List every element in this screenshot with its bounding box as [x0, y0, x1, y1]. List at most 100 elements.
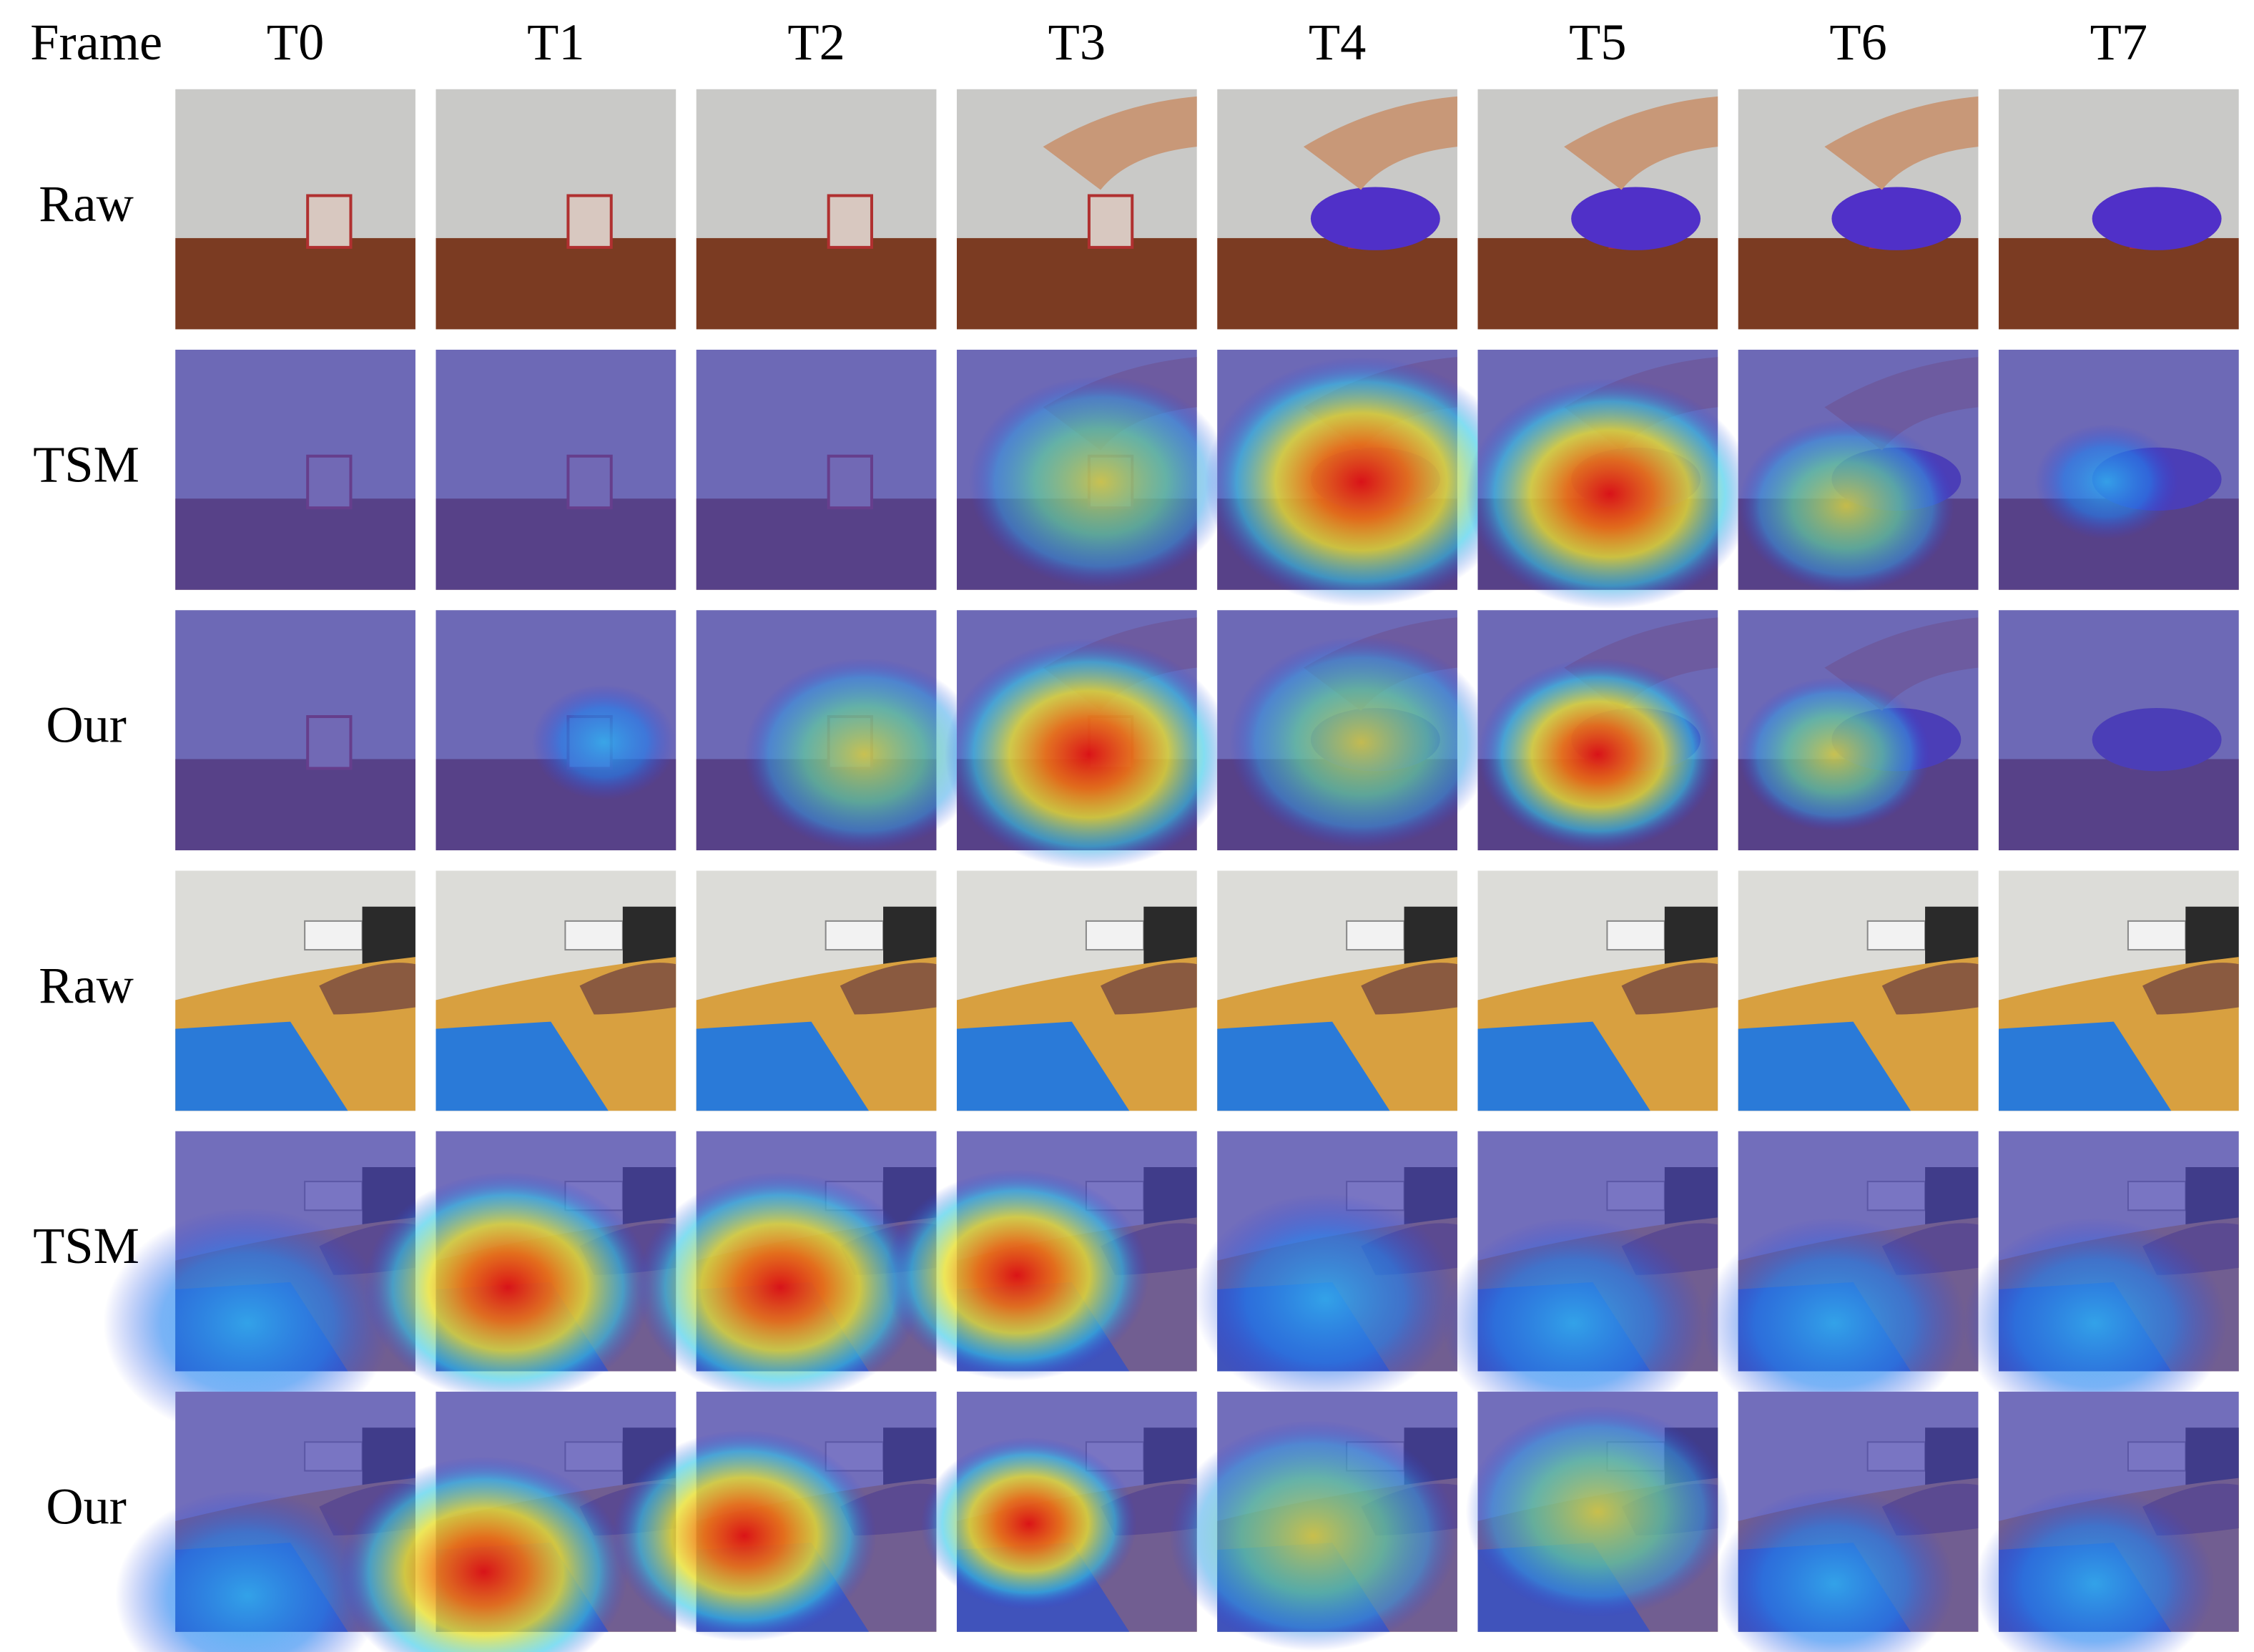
frame-image — [175, 870, 415, 1111]
floor — [956, 237, 1197, 330]
socket — [564, 920, 624, 951]
arm — [1101, 963, 1197, 1015]
frame-image — [1205, 350, 1517, 607]
frame-image — [1477, 610, 1718, 850]
socket — [1346, 920, 1405, 951]
floor — [175, 237, 415, 330]
heat-blob — [612, 1430, 877, 1642]
heat-blob — [2034, 424, 2179, 540]
sheet — [435, 1021, 609, 1111]
socket — [1866, 920, 1926, 951]
glass — [306, 194, 353, 249]
frame-image — [1169, 1392, 1457, 1651]
heat-blob — [115, 1490, 380, 1652]
floor — [1477, 237, 1718, 330]
sheet — [1998, 1021, 2172, 1111]
device — [622, 906, 676, 965]
heat-blob — [1714, 1488, 1954, 1652]
hand — [1043, 96, 1197, 190]
frame-image — [1714, 1392, 1979, 1652]
heat-blob — [363, 1171, 652, 1403]
heat-blob — [920, 1437, 1137, 1611]
device — [1925, 906, 1979, 965]
frame-image — [1465, 350, 1754, 609]
frame-image — [696, 610, 985, 850]
frame-image — [956, 870, 1197, 1111]
floor — [435, 237, 676, 330]
socket — [1085, 920, 1145, 951]
heat-blob — [1702, 1217, 1967, 1430]
heat-tint — [1998, 610, 2239, 850]
frame-image — [612, 1392, 937, 1642]
frame-image — [1477, 870, 1718, 1111]
column-label: T3 — [1048, 14, 1106, 71]
heat-blob — [1229, 636, 1494, 848]
row-label: Raw — [39, 957, 134, 1014]
frame-image — [435, 350, 676, 590]
arm — [2142, 963, 2239, 1015]
cloth — [1571, 187, 1701, 250]
arm — [840, 963, 937, 1015]
heat-tint — [435, 350, 676, 590]
column-label: T0 — [267, 14, 324, 71]
socket — [1606, 920, 1665, 951]
frame-image — [1738, 870, 1979, 1111]
frame-image — [1217, 610, 1494, 850]
heat-blob — [945, 639, 1234, 870]
heat-blob — [1477, 658, 1718, 850]
frame-image — [956, 89, 1197, 330]
frame-image — [1998, 610, 2239, 850]
heat-tint — [175, 610, 415, 850]
frame-image — [1702, 1131, 1979, 1430]
column-label: T7 — [2090, 14, 2147, 71]
frame-image — [1998, 870, 2239, 1111]
device — [1143, 906, 1197, 965]
heat-blob — [1193, 1194, 1457, 1405]
floor — [1998, 237, 2239, 330]
sheet — [1217, 1021, 1390, 1111]
frame-image — [1217, 89, 1457, 330]
arm — [1621, 963, 1718, 1015]
frame-image — [1442, 1131, 1718, 1430]
device — [1404, 906, 1457, 965]
frame-image — [435, 89, 676, 330]
cloth — [2092, 187, 2222, 250]
heat-blob — [968, 375, 1234, 588]
frame-image — [1477, 89, 1718, 330]
socket — [825, 920, 885, 951]
arm — [1361, 963, 1457, 1015]
heat-blob — [1738, 419, 1954, 593]
frame-image — [885, 1131, 1197, 1381]
arm — [579, 963, 676, 1015]
heat-blob — [744, 658, 985, 850]
heat-blob — [1738, 677, 1931, 832]
frame-image — [1998, 89, 2239, 330]
sheet — [956, 1021, 1130, 1111]
cloth — [1310, 187, 1440, 250]
frame-image — [1738, 350, 1979, 593]
frame-image — [956, 350, 1234, 590]
socket — [2127, 920, 2187, 951]
frame-image — [920, 1392, 1197, 1632]
frame-image — [363, 1131, 676, 1403]
corner-label: Frame — [30, 14, 162, 71]
frame-image — [1738, 610, 1979, 850]
heat-blob — [1205, 357, 1517, 607]
device — [1664, 906, 1718, 965]
heat-blob — [1465, 378, 1754, 609]
sheet — [175, 1021, 348, 1111]
heat-blob — [340, 1456, 628, 1652]
cloth — [1831, 187, 1962, 250]
column-label: T2 — [787, 14, 845, 71]
glass — [827, 194, 873, 249]
frame-image — [696, 89, 937, 330]
row-label: TSM — [33, 1217, 139, 1274]
frame-image — [175, 350, 415, 590]
wall — [696, 89, 937, 238]
arm — [319, 963, 415, 1015]
column-label: T4 — [1309, 14, 1366, 71]
floor — [1217, 237, 1457, 330]
frame-image — [1217, 870, 1457, 1111]
frame-image — [696, 350, 937, 590]
